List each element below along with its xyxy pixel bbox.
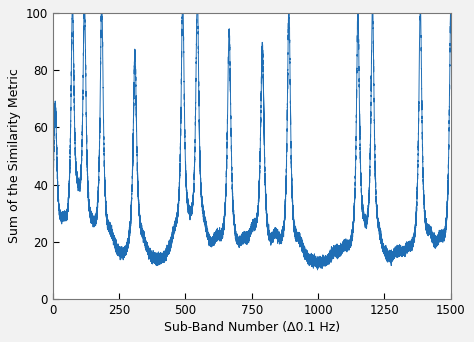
- Y-axis label: Sum of the Similarity Metric: Sum of the Similarity Metric: [9, 68, 21, 244]
- X-axis label: Sub-Band Number (Δ0.1 Hz): Sub-Band Number (Δ0.1 Hz): [164, 321, 340, 334]
